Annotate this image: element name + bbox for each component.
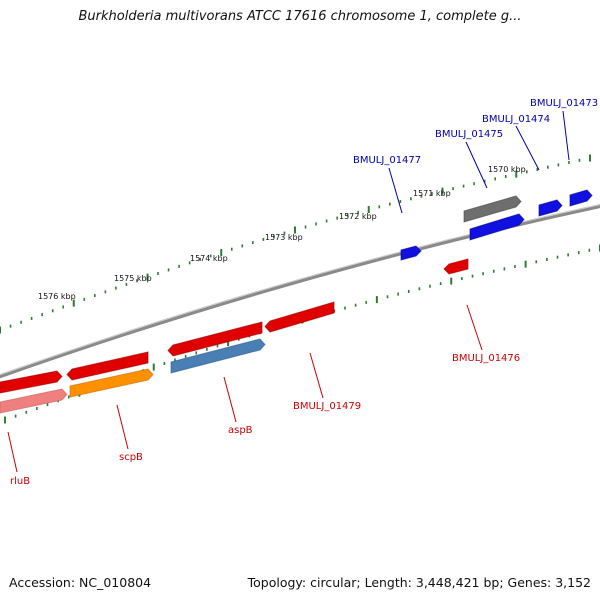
inner-tick-track [4,244,600,424]
accession-text: Accession: NC_010804 [9,575,152,590]
gene-reverse-red-3-outline [167,321,263,357]
gene-scpb-outline [69,368,154,398]
gene-rlub-outline [0,388,68,414]
gene-label-bmulj-01476[interactable]: BMULJ_01476 [452,353,520,364]
scale-label-1575: 1575 kbp [114,274,152,283]
scale-label-1574: 1574 kbp [190,254,228,263]
gene-reverse-red-1-outline [0,370,63,394]
gene-label-bmulj-01477[interactable]: BMULJ_01477 [353,155,421,166]
gene-aspb[interactable] [171,339,265,373]
scale-label-1576: 1576 kbp [38,292,76,301]
gene-bmulj-01474-outline [538,199,563,217]
gene-label-scpb[interactable]: scpB [119,452,143,463]
gene-label-bmulj-01475[interactable]: BMULJ_01475 [435,129,503,140]
outer-tick-track [0,154,591,334]
callout-bmulj-01475 [465,141,488,189]
gene-bmulj-01475-gray[interactable] [464,196,521,222]
gene-callouts [7,110,570,473]
gene-aspb-outline [170,338,266,374]
gene-label-bmulj-01474[interactable]: BMULJ_01474 [482,114,550,125]
gene-rlub[interactable] [0,389,67,413]
gene-bmulj-01475[interactable] [470,214,524,240]
gene-bmulj-01475-outline [469,213,525,241]
gene-label-bmulj-01473[interactable]: BMULJ_01473 [530,98,598,109]
scale-label-1571: 1571 kbp [413,189,451,198]
gene-bmulj-01475-gray-outline [463,195,522,223]
genome-backbone-highlight [0,204,600,376]
gene-reverse-red-4[interactable] [265,302,334,332]
gene-features [0,189,593,414]
scale-label-1573: 1573 kbp [265,233,303,242]
gene-bmulj-01477[interactable] [401,246,421,260]
gene-reverse-red-1[interactable] [0,371,62,393]
gene-bmulj-01477-outline [400,245,422,261]
gene-label-bmulj-01479[interactable]: BMULJ_01479 [293,401,361,412]
gene-reverse-red-2[interactable] [67,352,148,380]
gene-scpb[interactable] [70,369,153,397]
gene-reverse-red-3[interactable] [168,322,262,356]
gene-bmulj-01474[interactable] [539,200,562,216]
callout-aspb [223,376,237,423]
callout-bmulj-01474 [515,125,540,171]
gene-reverse-red-2-outline [66,351,149,381]
gene-reverse-red-4-outline [264,301,335,333]
callout-rlub [7,431,18,473]
callout-bmulj-01476 [466,304,483,351]
map-title: Burkholderia multivorans ATCC 17616 chro… [78,9,522,24]
callout-scpb [116,404,129,450]
gene-label-aspb[interactable]: aspB [228,425,253,436]
topology-text: Topology: circular; Length: 3,448,421 bp… [247,575,591,590]
scale-label-1572: 1572 kbp [339,212,377,221]
scale-label-1570: 1570 kbp [488,165,526,174]
callout-bmulj-01479 [309,352,324,399]
callout-bmulj-01477 [388,167,403,214]
gene-label-rlub[interactable]: rluB [10,476,30,487]
gene-bmulj-01473[interactable] [570,190,592,206]
callout-bmulj-01473 [562,110,570,161]
gene-bmulj-01473-outline [569,189,593,207]
gene-bmulj-01476-outline [443,258,469,275]
